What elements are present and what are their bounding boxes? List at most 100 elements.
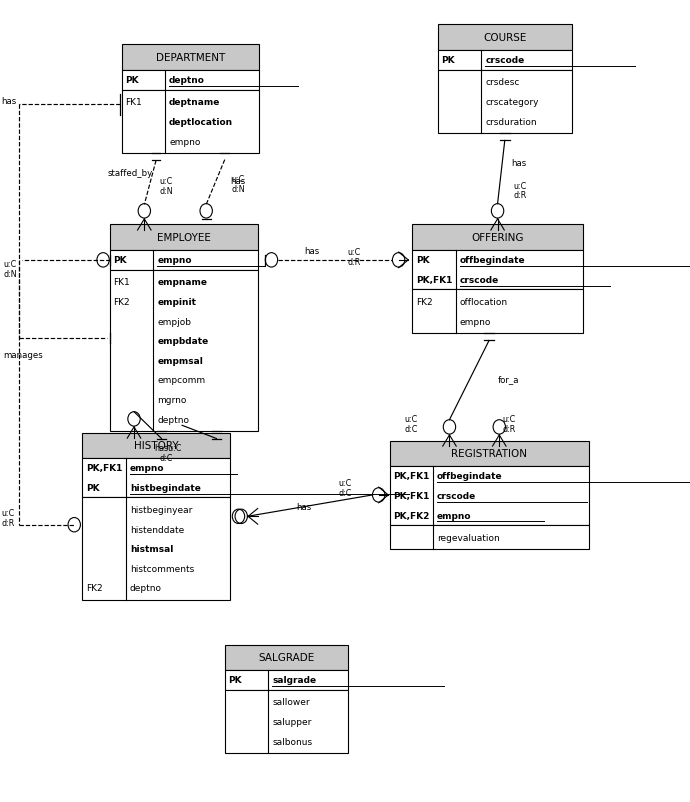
Text: HISTORY: HISTORY [134,441,179,451]
Text: regevaluation: regevaluation [437,533,500,542]
Text: u:C: u:C [405,415,418,424]
Text: empname: empname [157,278,208,287]
Text: histmsal: histmsal [130,545,173,553]
Text: u:C: u:C [3,260,17,269]
Bar [437,71,572,134]
Text: REGISTRATION: REGISTRATION [451,449,527,459]
Bar [121,71,259,91]
Text: PK: PK [125,76,139,85]
Text: crscategory: crscategory [485,98,539,107]
Text: empno: empno [169,137,201,146]
Text: d:R: d:R [503,424,516,433]
Text: deptno: deptno [169,76,205,85]
Text: crsdesc: crsdesc [485,79,520,87]
Text: COURSE: COURSE [483,33,526,43]
Bar [121,91,259,154]
Text: salupper: salupper [272,717,311,726]
Text: histcomments: histcomments [130,564,194,573]
Text: has: has [512,159,527,168]
Text: FK1: FK1 [113,278,130,287]
Text: u:C: u:C [347,248,360,257]
Text: empjob: empjob [157,317,191,326]
Text: has: has [1,96,17,106]
Text: staffed_by: staffed_by [108,169,153,178]
Text: d:C: d:C [159,454,172,463]
Text: PK: PK [416,256,429,265]
Text: PK,FK1: PK,FK1 [393,472,429,481]
Text: crsduration: crsduration [485,117,537,127]
Text: offbegindate: offbegindate [460,256,525,265]
Text: empmsal: empmsal [157,356,204,366]
Text: PK: PK [86,484,99,492]
Text: crscode: crscode [460,276,499,285]
Text: crscode: crscode [437,492,476,500]
Text: PK: PK [228,675,242,685]
Text: d:R: d:R [1,518,14,527]
Text: salgrade: salgrade [272,675,316,685]
Text: PK: PK [441,56,455,65]
Text: empno: empno [130,464,164,473]
Bar [110,270,258,431]
Text: manages: manages [3,350,43,359]
Bar [437,26,572,51]
Text: deptlocation: deptlocation [169,118,233,127]
Text: SALGRADE: SALGRADE [259,653,315,662]
Text: d:C: d:C [338,488,351,497]
Text: empinit: empinit [157,298,197,306]
Bar [83,498,230,601]
Bar [437,51,572,71]
Text: u:C: u:C [503,415,516,424]
Text: hasu:C: hasu:C [155,444,182,452]
Text: FK1: FK1 [125,98,142,107]
Bar [413,225,583,251]
Text: empcomm: empcomm [157,376,206,385]
Text: histbegindate: histbegindate [130,484,201,492]
Text: empbdate: empbdate [157,337,208,346]
Bar [413,290,583,334]
Text: u:C
d:N: u:C d:N [232,175,245,194]
Bar [121,46,259,71]
Text: FK2: FK2 [416,298,433,306]
Text: empno: empno [437,511,471,520]
Text: salbonus: salbonus [272,737,313,746]
Bar [83,459,230,498]
Text: d:N: d:N [3,269,17,278]
Text: deptno: deptno [130,584,162,593]
Text: FK2: FK2 [113,298,130,306]
Text: OFFERING: OFFERING [471,233,524,243]
Text: DEPARTMENT: DEPARTMENT [156,53,225,63]
Text: for_a: for_a [497,375,519,384]
Text: u:C
d:N: u:C d:N [159,176,173,196]
Text: crscode: crscode [485,56,524,65]
Text: d:C: d:C [405,424,418,433]
Text: histenddate: histenddate [130,525,184,534]
Text: u:C: u:C [338,479,351,488]
Text: PK,FK1: PK,FK1 [416,276,452,285]
Text: PK,FK1: PK,FK1 [86,464,122,473]
Text: has: has [230,177,246,186]
Text: offbegindate: offbegindate [437,472,503,481]
Text: PK,FK1: PK,FK1 [393,492,429,500]
Text: offlocation: offlocation [460,298,508,306]
Text: PK,FK2: PK,FK2 [393,511,429,520]
Text: d:R: d:R [514,191,527,200]
Text: u:C: u:C [514,181,527,191]
Text: empno: empno [460,317,491,326]
Bar [110,251,258,270]
Bar [83,433,230,459]
Text: histbeginyear: histbeginyear [130,505,193,514]
Text: mgrno: mgrno [157,395,187,404]
Bar [225,670,348,690]
Text: deptno: deptno [157,415,189,424]
Text: d:R: d:R [347,257,360,266]
Text: sallower: sallower [272,698,310,707]
Text: has: has [304,246,319,256]
Text: empno: empno [157,256,192,265]
Bar [225,690,348,753]
Bar [390,525,589,549]
Bar [225,645,348,670]
Bar [110,225,258,251]
Text: FK2: FK2 [86,584,103,593]
Text: deptname: deptname [169,98,220,107]
Text: PK: PK [113,256,127,265]
